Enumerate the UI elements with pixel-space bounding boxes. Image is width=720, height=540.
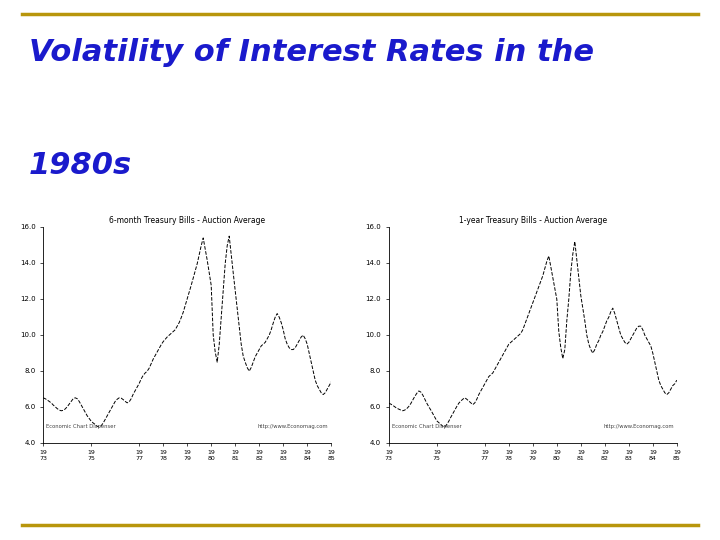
Text: Economic Chart Dispenser: Economic Chart Dispenser (392, 424, 462, 429)
Title: 1-year Treasury Bills - Auction Average: 1-year Treasury Bills - Auction Average (459, 215, 607, 225)
Text: Economic Chart Dispenser: Economic Chart Dispenser (46, 424, 116, 429)
Title: 6-month Treasury Bills - Auction Average: 6-month Treasury Bills - Auction Average (109, 215, 265, 225)
Text: http://www.Economag.com: http://www.Economag.com (258, 424, 328, 429)
Text: http://www.Economag.com: http://www.Economag.com (603, 424, 674, 429)
Text: Volatility of Interest Rates in the: Volatility of Interest Rates in the (29, 38, 594, 67)
Text: 1980s: 1980s (29, 151, 132, 180)
